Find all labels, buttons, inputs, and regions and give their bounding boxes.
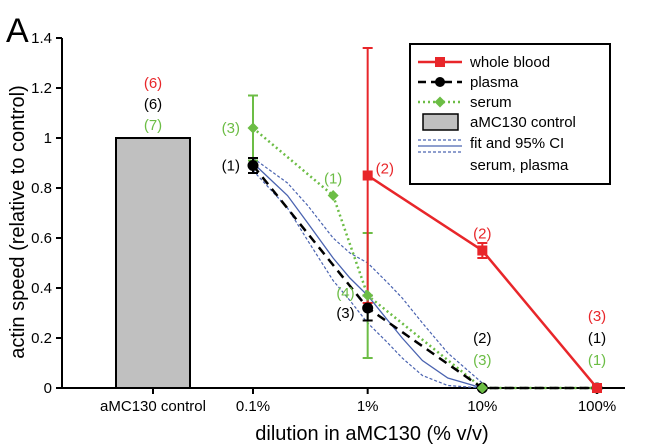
x-tick-label: 100% <box>578 398 616 415</box>
x-axis-label: dilution in aMC130 (% v/v) <box>255 423 488 445</box>
plasma-point <box>247 160 259 171</box>
serum-point <box>362 290 374 301</box>
y-tick-label: 0.4 <box>31 280 52 297</box>
n-label: (2) <box>473 226 491 243</box>
serum-point <box>327 190 339 201</box>
y-axis-label: actin speed (relative to control) <box>7 85 29 358</box>
x-tick-label: aMC130 control <box>100 398 206 415</box>
legend-plasma-marker <box>435 77 445 87</box>
n-label: (4) <box>336 285 354 302</box>
control-bar-n-label: (6) <box>144 96 162 113</box>
n-label: (2) <box>376 161 394 178</box>
y-tick-label: 0.2 <box>31 330 52 347</box>
n-label: (3) <box>222 120 240 137</box>
n-label: (3) <box>336 305 354 322</box>
x-tick-label: 1% <box>357 398 379 415</box>
n-label: (1) <box>588 330 606 347</box>
whole-blood-point <box>362 170 373 181</box>
legend-whole-blood-label: whole blood <box>469 54 550 71</box>
serum-point <box>476 382 488 394</box>
legend-whole-blood-marker <box>435 57 445 67</box>
legend-fit-label-2: serum, plasma <box>470 157 569 174</box>
control-bar-n-label: (7) <box>144 117 162 134</box>
y-tick-label: 0.6 <box>31 230 52 247</box>
legend-serum-label: serum <box>470 94 512 111</box>
legend-serum-marker <box>434 96 446 108</box>
legend-control-swatch <box>422 113 459 131</box>
panel-label: A <box>6 12 29 50</box>
legend-plasma-label: plasma <box>470 74 519 91</box>
legend-fit-label-1: fit and 95% CI <box>470 135 564 152</box>
n-label: (3) <box>473 352 491 369</box>
n-label: (1) <box>324 171 342 188</box>
legend-control-label: aMC130 control <box>470 114 576 131</box>
y-tick-label: 1 <box>44 130 52 147</box>
plasma-line <box>252 164 597 390</box>
x-tick-label: 10% <box>467 398 497 415</box>
y-tick-label: 1.2 <box>31 80 52 97</box>
n-label: (3) <box>588 308 606 325</box>
whole-blood-point <box>592 383 602 393</box>
control-bar-n-label: (6) <box>144 75 162 92</box>
n-label: (1) <box>588 352 606 369</box>
n-label: (2) <box>473 330 491 347</box>
x-tick-label: 0.1% <box>236 398 270 415</box>
legend: whole blood plasma serum aMC130 control … <box>409 43 611 185</box>
whole-blood-point <box>477 245 488 256</box>
y-tick-label: 0.8 <box>31 180 52 197</box>
n-label: (1) <box>222 158 240 175</box>
plot-area: 0 0.2 0.4 0.6 0.8 1 1.2 1.4 aMC130 control 0.1% 1%… <box>31 30 625 415</box>
control-bar <box>115 137 191 389</box>
y-tick-label: 1.4 <box>31 30 52 47</box>
plasma-point <box>362 302 374 314</box>
y-tick-label: 0 <box>44 380 52 397</box>
serum-point <box>247 122 259 134</box>
